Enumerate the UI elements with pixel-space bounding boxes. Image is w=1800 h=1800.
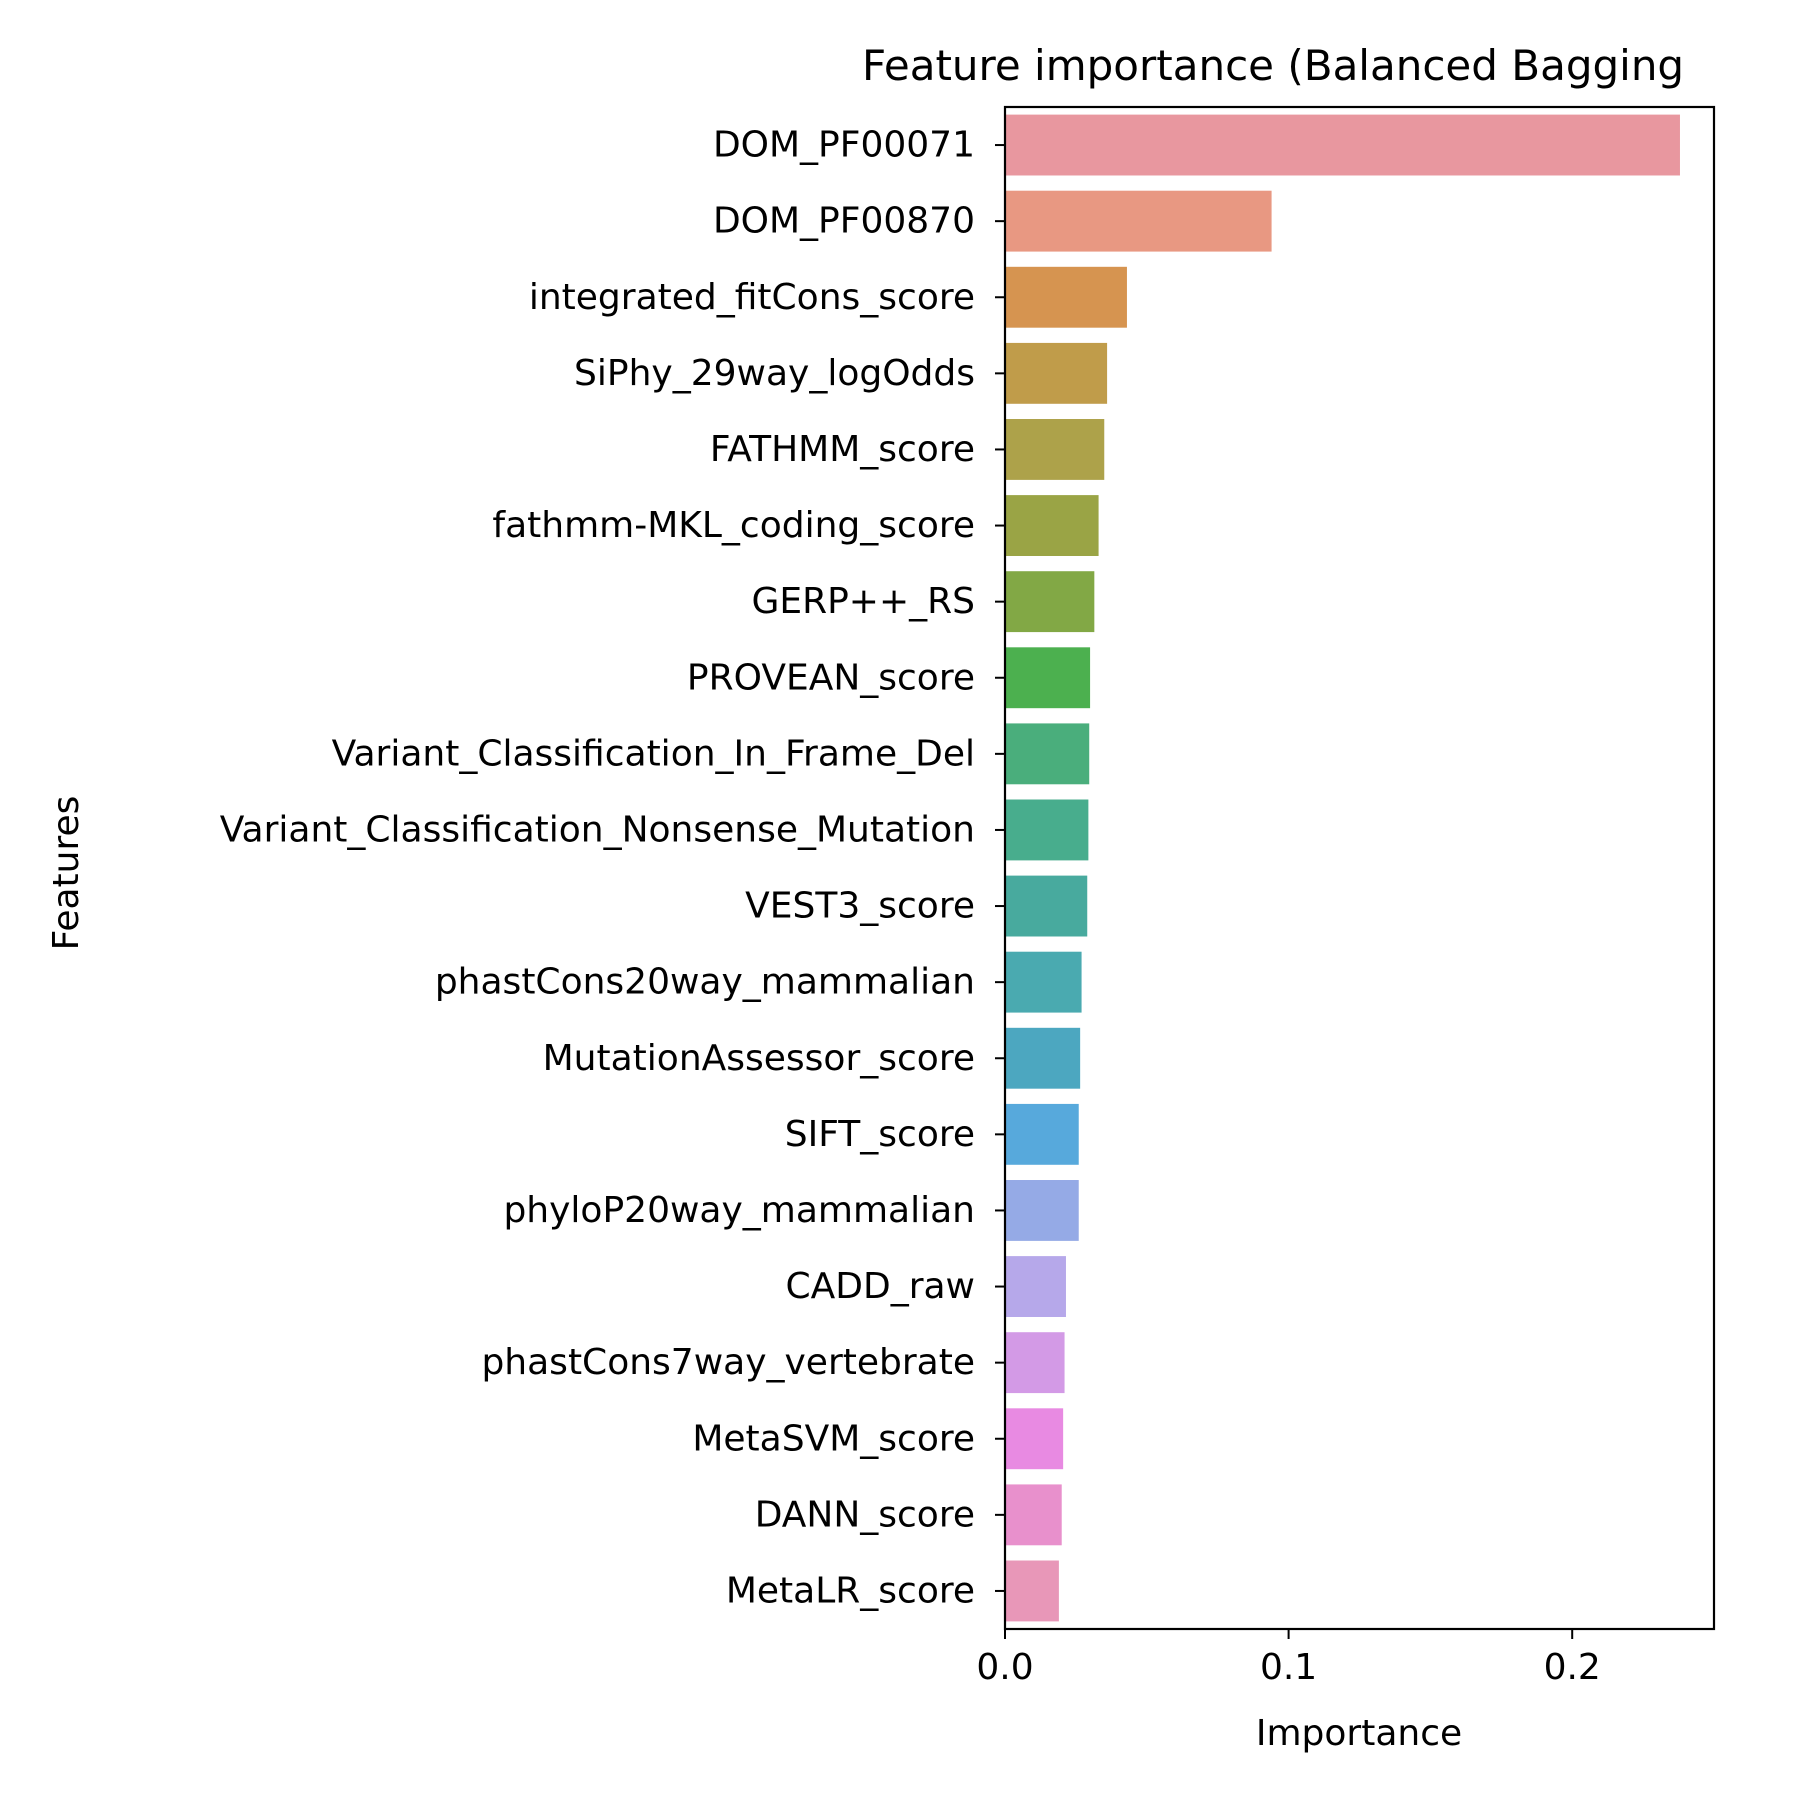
bar [1005,1103,1079,1165]
bar [1005,1332,1065,1394]
y-tick-label: fathmm-MKL_coding_score [492,505,975,546]
y-tick-label: VEST3_score [745,886,975,927]
x-tick-label: 0.0 [976,1647,1033,1688]
y-tick-label: integrated_fitCons_score [529,277,975,318]
y-tick-label: phastCons20way_mammalian [435,962,975,1003]
y-tick-label: phastCons7way_vertebrate [481,1342,975,1383]
plot-frame [1003,105,1716,1631]
y-tick-label: Variant_Classification_In_Frame_Del [332,733,975,774]
bar [1005,799,1089,861]
y-tick-label: Variant_Classification_Nonsense_Mutation [220,809,975,850]
y-tick-label: MetaSVM_score [692,1418,975,1459]
bar [1005,1484,1062,1546]
bar [1005,647,1091,709]
bar [1005,1256,1066,1317]
bar [1005,114,1680,176]
x-tick-label: 0.1 [1260,1647,1317,1688]
y-tick-label: SIFT_score [785,1114,975,1155]
y-tick-label: PROVEAN_score [687,657,975,698]
y-tick-label: FATHMM_score [710,429,975,470]
bar [1005,266,1127,328]
bar [1005,495,1099,556]
bar [1005,875,1088,937]
bar [1005,571,1095,633]
bar [1005,951,1082,1013]
x-tick-label: 0.2 [1544,1647,1601,1688]
x-axis-label: Importance [1256,1713,1462,1754]
y-tick-label: MetaLR_score [726,1570,975,1611]
y-tick-labels: DOM_PF00071 DOM_PF00870 integrated_fitCons… [220,125,1005,1611]
bar [1005,1180,1079,1241]
bar [1005,419,1105,480]
chart-title: Feature importance (Balanced Bagging [862,41,1684,90]
y-tick-label: DOM_PF00071 [713,125,975,166]
y-tick-label: DANN_score [755,1494,975,1535]
bars-group [1005,114,1680,1622]
y-tick-label: GERP++_RS [751,581,975,622]
bar [1005,1560,1059,1622]
y-axis-label: Features [46,796,87,951]
x-ticks: 0.0 0.1 0.2 [976,1629,1601,1688]
y-tick-label: SiPhy_29way_logOdds [574,353,975,394]
y-tick-label: MutationAssessor_score [543,1038,975,1079]
y-tick-label: CADD_raw [785,1266,975,1307]
y-tick-label: phyloP20way_mammalian [503,1190,975,1231]
bar [1005,190,1272,252]
bar [1005,1408,1064,1470]
y-tick-label: DOM_PF00870 [713,201,975,242]
bar [1005,1027,1081,1089]
bar [1005,723,1090,785]
bar [1005,342,1108,404]
